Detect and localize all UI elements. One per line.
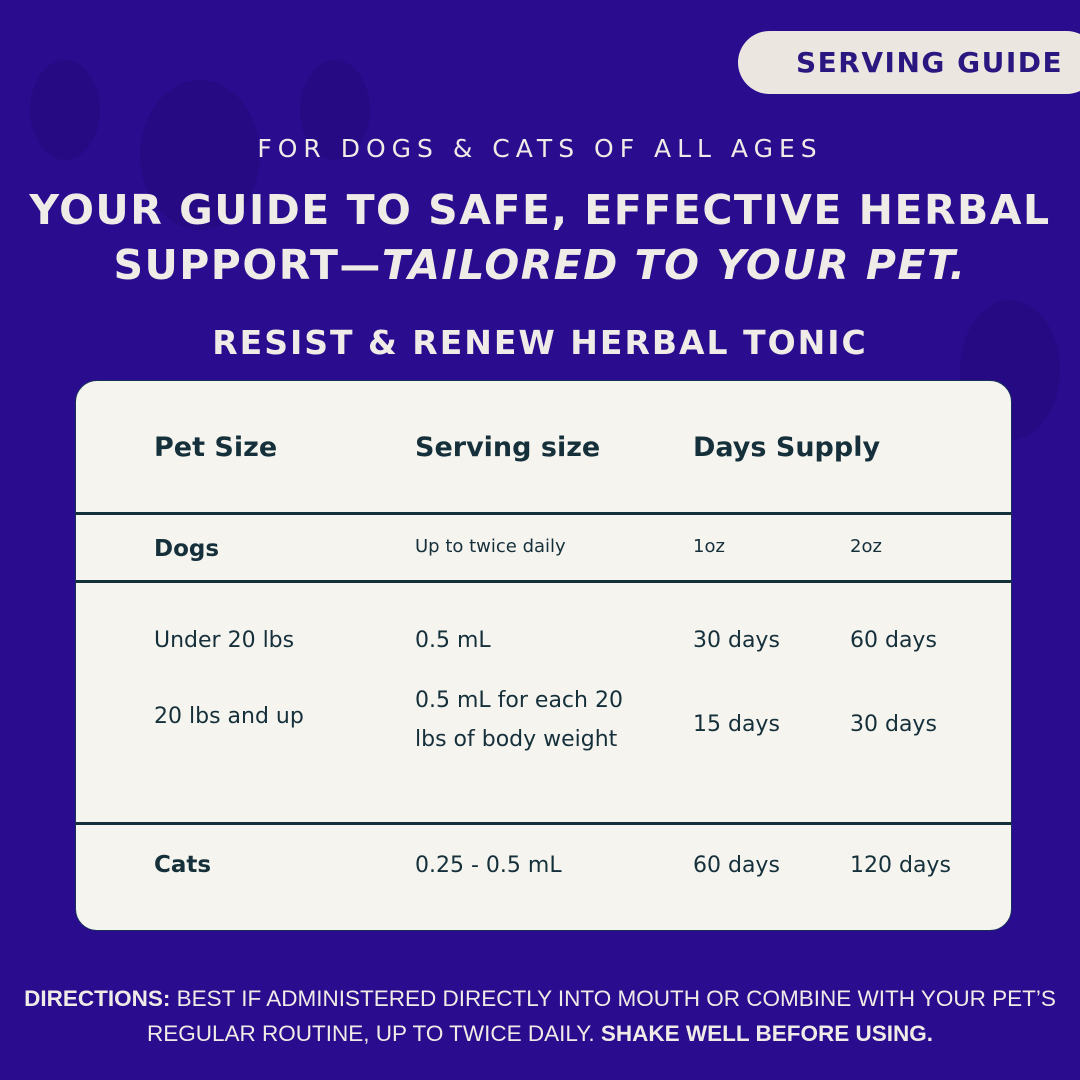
directions-emphasis: SHAKE WELL BEFORE USING. [600, 1021, 933, 1046]
header-days-supply: Days Supply [693, 432, 881, 463]
directions-lead: DIRECTIONS: [24, 986, 171, 1011]
paw-print-decoration [30, 60, 100, 160]
directions-body: BEST IF ADMINISTERED DIRECTLY INTO MOUTH… [147, 986, 1056, 1046]
headline-italic: TAILORED TO YOUR PET. [381, 241, 967, 289]
divider [76, 822, 1011, 825]
serving-guide-badge: SERVING GUIDE [738, 31, 1080, 94]
cats-serving: 0.25 - 0.5 mL [415, 853, 562, 878]
headline: YOUR GUIDE TO SAFE, EFFECTIVE HERBAL SUP… [0, 183, 1080, 293]
headline-line1: YOUR GUIDE TO SAFE, EFFECTIVE HERBAL [29, 186, 1051, 234]
row-serving: 0.5 mL for each 20 lbs of body weight [415, 688, 623, 752]
dogs-1oz: 1oz [693, 536, 725, 557]
paw-print-decoration [300, 60, 370, 160]
product-name: RESIST & RENEW HERBAL TONIC [212, 323, 868, 362]
cats-1oz: 60 days [693, 853, 780, 878]
row-size: 20 lbs and up [154, 704, 304, 729]
row-2oz: 60 days [850, 628, 937, 653]
header-serving-size: Serving size [415, 432, 601, 463]
row-1oz: 15 days [693, 712, 780, 737]
dogs-2oz: 2oz [850, 536, 882, 557]
dogs-label: Dogs [154, 536, 220, 562]
header-pet-size: Pet Size [154, 432, 278, 463]
headline-plain: SUPPORT— [113, 241, 382, 289]
cats-2oz: 120 days [850, 853, 951, 878]
subtitle: FOR DOGS & CATS OF ALL AGES [257, 134, 823, 163]
dogs-serving: Up to twice daily [415, 536, 566, 557]
row-serving: 0.5 mL [415, 628, 491, 653]
paw-print-decoration [140, 80, 260, 230]
divider [76, 512, 1011, 515]
row-2oz: 30 days [850, 712, 937, 737]
row-1oz: 30 days [693, 628, 780, 653]
headline-line2: SUPPORT—TAILORED TO YOUR PET. [0, 238, 1080, 293]
cats-label: Cats [154, 852, 212, 878]
serving-table: Pet Size Serving size Days Supply Dogs U… [75, 380, 1012, 931]
divider [76, 580, 1011, 583]
directions: DIRECTIONS: BEST IF ADMINISTERED DIRECTL… [0, 981, 1080, 1051]
row-size: Under 20 lbs [154, 628, 295, 653]
